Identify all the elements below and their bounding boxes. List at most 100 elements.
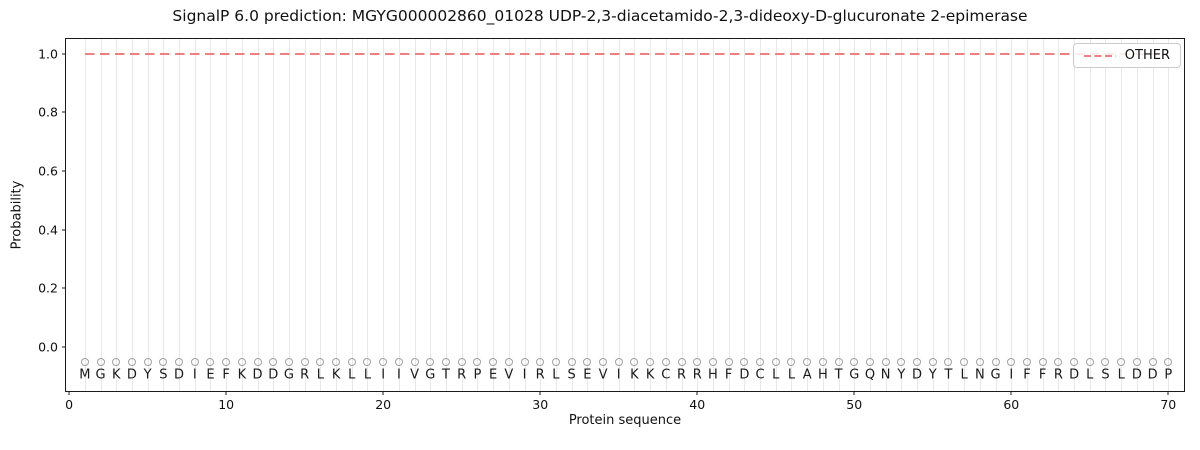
residue-marker	[316, 357, 325, 366]
gridline	[336, 39, 338, 391]
gridline	[634, 39, 636, 391]
residue-letter: R	[692, 367, 702, 383]
residue-marker	[441, 357, 450, 366]
residue-marker	[1070, 357, 1079, 366]
residue-marker	[630, 357, 639, 366]
residue-letter: I	[192, 367, 197, 383]
gridline	[194, 39, 196, 391]
residue-marker	[520, 357, 529, 366]
residue-marker	[237, 357, 246, 366]
x-tick-mark	[1010, 391, 1012, 395]
y-tick-label: 0.4	[38, 222, 58, 238]
residue-marker	[787, 357, 796, 366]
gridline	[320, 39, 322, 391]
residue-marker	[1007, 357, 1016, 366]
gridline	[241, 39, 243, 391]
gridline	[775, 39, 777, 391]
gridline	[650, 39, 652, 391]
residue-letter: P	[1164, 367, 1173, 383]
gridline	[116, 39, 118, 391]
residue-marker	[693, 357, 702, 366]
gridline	[712, 39, 714, 391]
residue-marker	[1085, 357, 1094, 366]
gridline	[1042, 39, 1044, 391]
residue-marker	[897, 357, 906, 366]
residue-marker	[347, 357, 356, 366]
residue-marker	[740, 357, 749, 366]
residue-letter: H	[708, 367, 718, 383]
residue-letter: G	[95, 367, 106, 383]
x-tick-label: 10	[218, 397, 235, 412]
residue-marker	[756, 357, 765, 366]
gridline	[964, 39, 966, 391]
residue-marker	[818, 357, 827, 366]
residue-marker	[551, 357, 560, 366]
residue-letter: F	[1023, 367, 1031, 383]
residue-letter: K	[630, 367, 639, 383]
residue-letter: Q	[864, 367, 876, 383]
x-tick-label: 50	[846, 397, 863, 412]
residue-marker	[222, 357, 231, 366]
residue-letter: C	[661, 367, 671, 383]
residue-marker	[112, 357, 121, 366]
residue-marker	[394, 357, 403, 366]
residue-letter: I	[616, 367, 621, 383]
residue-marker	[913, 357, 922, 366]
y-tick-mark	[62, 53, 66, 55]
residue-letter: F	[724, 367, 733, 383]
residue-marker	[583, 357, 592, 366]
residue-letter: F	[222, 367, 230, 383]
x-tick-mark	[382, 391, 384, 395]
gridline	[665, 39, 667, 391]
x-tick-mark	[539, 391, 541, 395]
gridline	[1058, 39, 1060, 391]
residue-marker	[536, 357, 545, 366]
gridline	[791, 39, 793, 391]
residue-letter: L	[348, 367, 356, 383]
gridline	[948, 39, 950, 391]
gridline	[430, 39, 432, 391]
residue-letter: E	[206, 367, 215, 383]
x-tick-label: 0	[65, 397, 74, 412]
residue-marker	[677, 357, 686, 366]
residue-letter: N	[974, 367, 985, 383]
residue-letter: S	[567, 367, 576, 383]
residue-marker	[928, 357, 937, 366]
residue-marker	[175, 357, 184, 366]
residue-marker	[975, 357, 984, 366]
residue-marker	[771, 357, 780, 366]
residue-marker	[991, 357, 1000, 366]
x-tick-mark	[696, 391, 698, 395]
gridline	[822, 39, 824, 391]
gridline	[493, 39, 495, 391]
residue-marker	[206, 357, 215, 366]
residue-marker	[661, 357, 670, 366]
residue-marker	[1101, 357, 1110, 366]
residue-letter: D	[1131, 367, 1142, 383]
legend: OTHER	[1072, 43, 1181, 68]
gridline	[697, 39, 699, 391]
residue-marker	[646, 357, 655, 366]
gridline	[131, 39, 133, 391]
gridline	[728, 39, 730, 391]
residue-letter: L	[316, 367, 324, 383]
residue-letter: E	[583, 367, 592, 383]
gridline	[383, 39, 385, 391]
gridline	[398, 39, 400, 391]
residue-letter: D	[126, 367, 137, 383]
residue-letter: M	[79, 367, 91, 383]
residue-marker	[504, 357, 513, 366]
residue-marker	[80, 357, 89, 366]
gridline	[807, 39, 809, 391]
gridline	[1152, 39, 1154, 391]
residue-letter: L	[787, 367, 796, 383]
residue-marker	[489, 357, 498, 366]
residue-letter: E	[488, 367, 498, 383]
x-tick-label: 70	[1160, 397, 1177, 412]
gridline	[1011, 39, 1013, 391]
residue-marker	[1148, 357, 1157, 366]
residue-letter: V	[410, 367, 420, 383]
residue-marker	[944, 357, 953, 366]
residue-marker	[410, 357, 419, 366]
